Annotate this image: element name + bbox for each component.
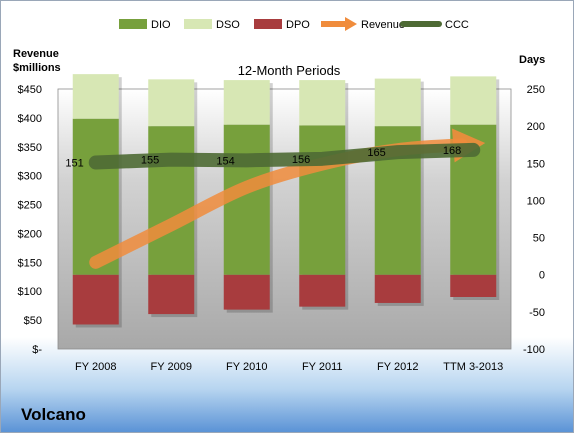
legend-arrowhead bbox=[345, 17, 357, 31]
x-tick-label: FY 2008 bbox=[75, 361, 116, 373]
legend-label: DPO bbox=[286, 19, 310, 31]
legend-label: DIO bbox=[151, 19, 171, 31]
bar-dpo bbox=[299, 274, 346, 307]
ccc-line bbox=[88, 142, 481, 170]
x-axis: FY 2008 FY 2009 FY 2010 FY 2011 FY 2012 TTM 3… bbox=[75, 361, 503, 373]
left-tick-label: $50 bbox=[24, 315, 42, 327]
right-axis: -100 -50 0 50 100 150 200 250 bbox=[523, 84, 545, 356]
legend-swatch bbox=[119, 19, 147, 29]
right-tick-label: 50 bbox=[533, 233, 545, 245]
left-tick-label: $250 bbox=[18, 200, 42, 212]
right-tick-label: 250 bbox=[527, 84, 545, 96]
chart-title: 12-Month Periods bbox=[238, 63, 341, 78]
right-tick-label: 150 bbox=[527, 158, 545, 170]
bar-dpo bbox=[223, 274, 270, 310]
left-axis-label-line1: Revenue bbox=[13, 48, 59, 60]
bar-dso bbox=[72, 74, 119, 119]
plot-area bbox=[57, 88, 512, 350]
legend-label: DSO bbox=[216, 19, 240, 31]
right-axis-label: Days bbox=[519, 54, 545, 66]
right-tick-label: 200 bbox=[527, 121, 545, 133]
right-tick-label: -100 bbox=[523, 344, 545, 356]
right-tick-label: 100 bbox=[527, 195, 545, 207]
left-tick-label: $350 bbox=[18, 142, 42, 154]
x-tick-label: TTM 3-2013 bbox=[443, 361, 503, 373]
legend-swatch bbox=[254, 19, 282, 29]
bar-dso bbox=[450, 76, 497, 125]
ccc-data-label: 154 bbox=[216, 155, 234, 167]
x-tick-label: FY 2012 bbox=[377, 361, 418, 373]
bar-dso bbox=[223, 80, 270, 125]
right-tick-label: -50 bbox=[529, 307, 545, 319]
left-tick-label: $100 bbox=[18, 286, 42, 298]
ccc-series: 151 155 154 156 165 168 bbox=[65, 142, 481, 170]
ccc-data-label: 156 bbox=[292, 154, 310, 166]
legend-swatch bbox=[184, 19, 212, 29]
x-tick-label: FY 2010 bbox=[226, 361, 267, 373]
bar-dpo bbox=[148, 274, 195, 315]
bar-dio bbox=[148, 126, 195, 275]
legend: DIO DSO DPO Revenue CCC bbox=[119, 17, 469, 31]
left-tick-label: $300 bbox=[18, 171, 42, 183]
x-tick-label: FY 2011 bbox=[302, 361, 343, 373]
legend-label: Revenue bbox=[361, 19, 405, 31]
x-tick-label: FY 2009 bbox=[151, 361, 192, 373]
left-axis-label-line2: $millions bbox=[13, 62, 61, 74]
left-tick-label: $- bbox=[32, 344, 42, 356]
bar-dso bbox=[374, 78, 421, 127]
left-tick-label: $150 bbox=[18, 257, 42, 269]
bar-dso bbox=[299, 80, 346, 126]
left-axis: $- $50 $100 $150 $200 $250 $300 $350 $400 $450 bbox=[18, 84, 43, 356]
ccc-data-label: 165 bbox=[367, 147, 385, 159]
ccc-data-label: 168 bbox=[443, 145, 461, 157]
right-tick-label: 0 bbox=[539, 270, 545, 282]
ccc-data-label: 151 bbox=[65, 158, 83, 170]
bar-dpo bbox=[450, 274, 497, 297]
legend-label: CCC bbox=[445, 19, 469, 31]
bar-dpo bbox=[374, 274, 421, 303]
bar-dso bbox=[148, 79, 195, 127]
left-tick-label: $450 bbox=[18, 84, 42, 96]
left-tick-label: $400 bbox=[18, 113, 42, 125]
ccc-data-label: 155 bbox=[141, 155, 159, 167]
left-tick-label: $200 bbox=[18, 228, 42, 240]
bar-dpo bbox=[72, 274, 119, 325]
company-name: Volcano bbox=[21, 405, 86, 424]
bar-dio bbox=[299, 125, 346, 275]
